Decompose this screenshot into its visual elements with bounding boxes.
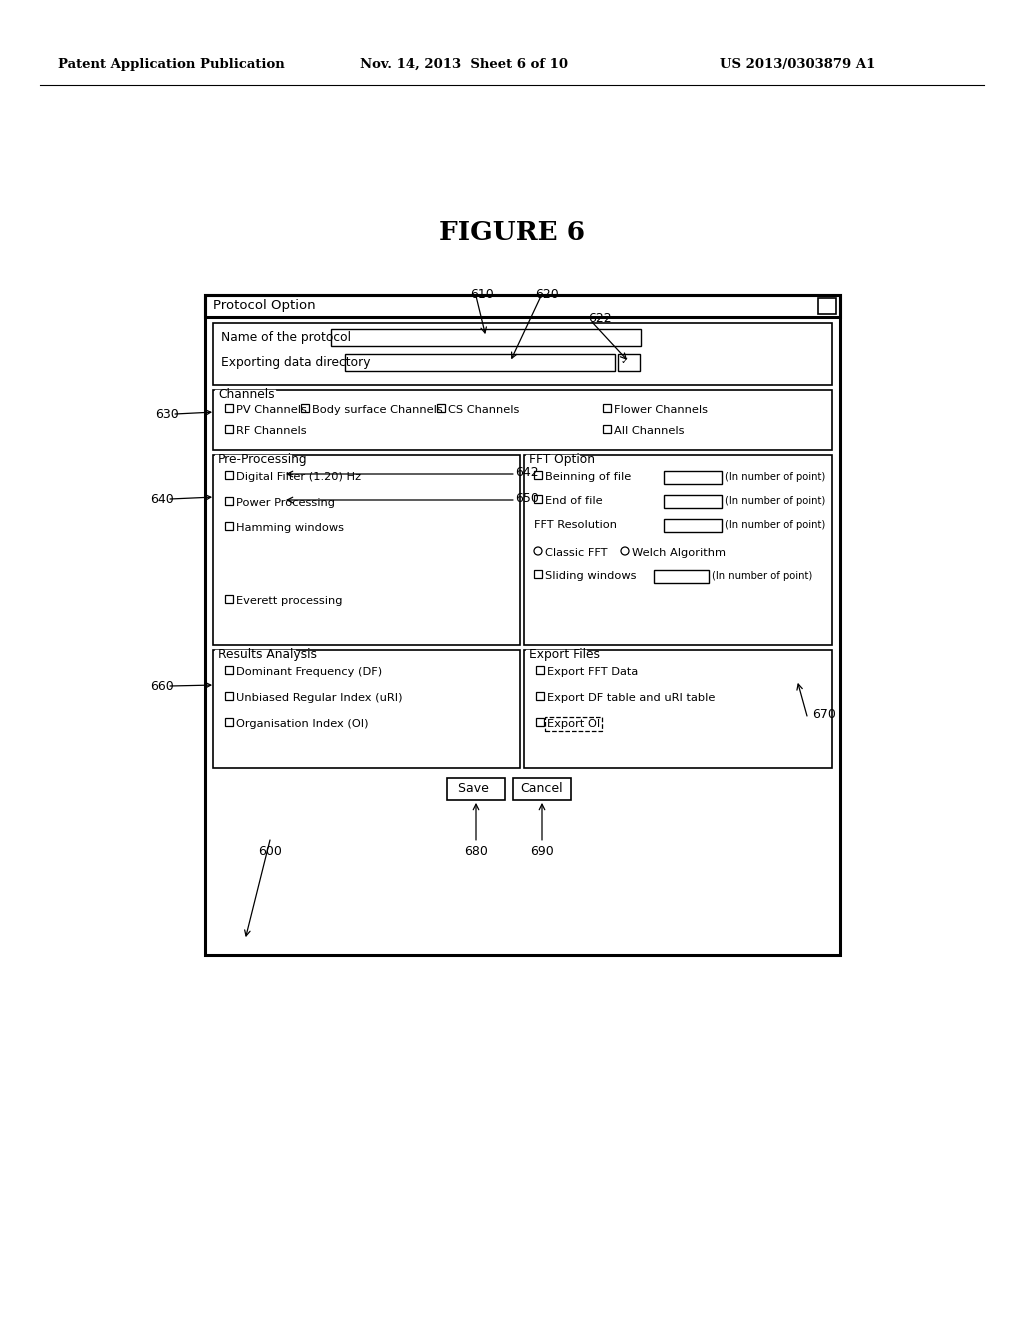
Text: 670: 670 (812, 708, 836, 721)
Bar (437, 404, 445, 412)
Text: PV Channels: PV Channels (236, 405, 307, 414)
Bar (536, 692, 544, 700)
Bar (225, 498, 233, 506)
Bar (654, 570, 709, 583)
Bar (225, 521, 233, 531)
Text: ✓: ✓ (621, 356, 629, 366)
Bar (603, 425, 611, 433)
Bar (447, 777, 505, 800)
Text: 650: 650 (515, 492, 539, 506)
Text: Classic FFT: Classic FFT (545, 548, 607, 558)
Bar (536, 667, 544, 675)
Text: Power Processing: Power Processing (236, 498, 335, 508)
Bar (205, 294, 840, 954)
Text: Welch Algorithm: Welch Algorithm (632, 548, 726, 558)
Text: 660: 660 (150, 680, 174, 693)
Text: Flower Channels: Flower Channels (614, 405, 708, 414)
Bar (603, 404, 611, 412)
Bar (225, 692, 233, 700)
Text: Body surface Channels: Body surface Channels (312, 405, 442, 414)
Bar (524, 649, 831, 768)
Bar (225, 425, 233, 433)
Bar (225, 471, 233, 479)
Text: Export OI: Export OI (547, 719, 600, 729)
Text: 622: 622 (588, 312, 611, 325)
Text: Beinning of file: Beinning of file (545, 473, 631, 482)
Bar (213, 649, 520, 768)
Text: All Channels: All Channels (614, 426, 684, 436)
Text: 640: 640 (150, 492, 174, 506)
Text: US 2013/0303879 A1: US 2013/0303879 A1 (720, 58, 876, 71)
Text: End of file: End of file (545, 496, 603, 506)
Text: (In number of point): (In number of point) (712, 572, 812, 581)
Text: Save: Save (458, 783, 494, 796)
Bar (225, 718, 233, 726)
Text: Organisation Index (OI): Organisation Index (OI) (236, 719, 369, 729)
Bar (213, 389, 831, 450)
Text: Protocol Option: Protocol Option (213, 300, 315, 312)
Bar (534, 570, 542, 578)
Bar (818, 298, 836, 314)
Text: RF Channels: RF Channels (236, 426, 306, 436)
Text: 600: 600 (258, 845, 282, 858)
Text: FIGURE 6: FIGURE 6 (439, 220, 585, 246)
Bar (536, 718, 544, 726)
Text: Export DF table and uRI table: Export DF table and uRI table (547, 693, 716, 704)
Text: 642: 642 (515, 466, 539, 479)
Text: Sliding windows: Sliding windows (545, 572, 637, 581)
Text: 620: 620 (535, 288, 559, 301)
Bar (524, 455, 831, 645)
Text: 690: 690 (530, 845, 554, 858)
Text: (In number of point): (In number of point) (725, 496, 825, 506)
Bar (205, 294, 840, 317)
Text: Patent Application Publication: Patent Application Publication (58, 58, 285, 71)
Bar (534, 471, 542, 479)
Text: Exporting data directory: Exporting data directory (221, 356, 371, 370)
Text: Results Analysis: Results Analysis (218, 648, 317, 661)
Text: Pre-Processing: Pre-Processing (218, 453, 307, 466)
Text: Hamming windows: Hamming windows (236, 523, 344, 533)
Text: Dominant Frequency (DF): Dominant Frequency (DF) (236, 667, 382, 677)
Bar (225, 404, 233, 412)
Text: CS Channels: CS Channels (449, 405, 519, 414)
Text: FFT Option: FFT Option (529, 453, 595, 466)
Text: Cancel: Cancel (520, 783, 563, 796)
Text: FFT Resolution: FFT Resolution (534, 520, 617, 531)
Text: (In number of point): (In number of point) (725, 520, 825, 531)
Text: Everett processing: Everett processing (236, 597, 342, 606)
Text: Unbiased Regular Index (uRI): Unbiased Regular Index (uRI) (236, 693, 402, 704)
Bar (534, 495, 542, 503)
Text: 610: 610 (470, 288, 494, 301)
Text: Channels: Channels (218, 388, 274, 401)
Text: Nov. 14, 2013  Sheet 6 of 10: Nov. 14, 2013 Sheet 6 of 10 (360, 58, 568, 71)
Bar (618, 354, 640, 371)
Text: (In number of point): (In number of point) (725, 473, 825, 482)
Bar (664, 519, 722, 532)
Bar (664, 471, 722, 484)
Text: Digital Filter (1.20) Hz: Digital Filter (1.20) Hz (236, 473, 361, 482)
Bar (513, 777, 571, 800)
Text: Name of the protocol: Name of the protocol (221, 331, 351, 345)
Bar (331, 329, 641, 346)
Bar (225, 595, 233, 603)
Bar (213, 323, 831, 385)
Bar (213, 455, 520, 645)
Bar (225, 667, 233, 675)
Text: 680: 680 (464, 845, 488, 858)
Text: Export FFT Data: Export FFT Data (547, 667, 638, 677)
Bar (301, 404, 309, 412)
Bar (664, 495, 722, 508)
Bar (345, 354, 615, 371)
Text: Export Files: Export Files (529, 648, 600, 661)
Text: 630: 630 (155, 408, 179, 421)
